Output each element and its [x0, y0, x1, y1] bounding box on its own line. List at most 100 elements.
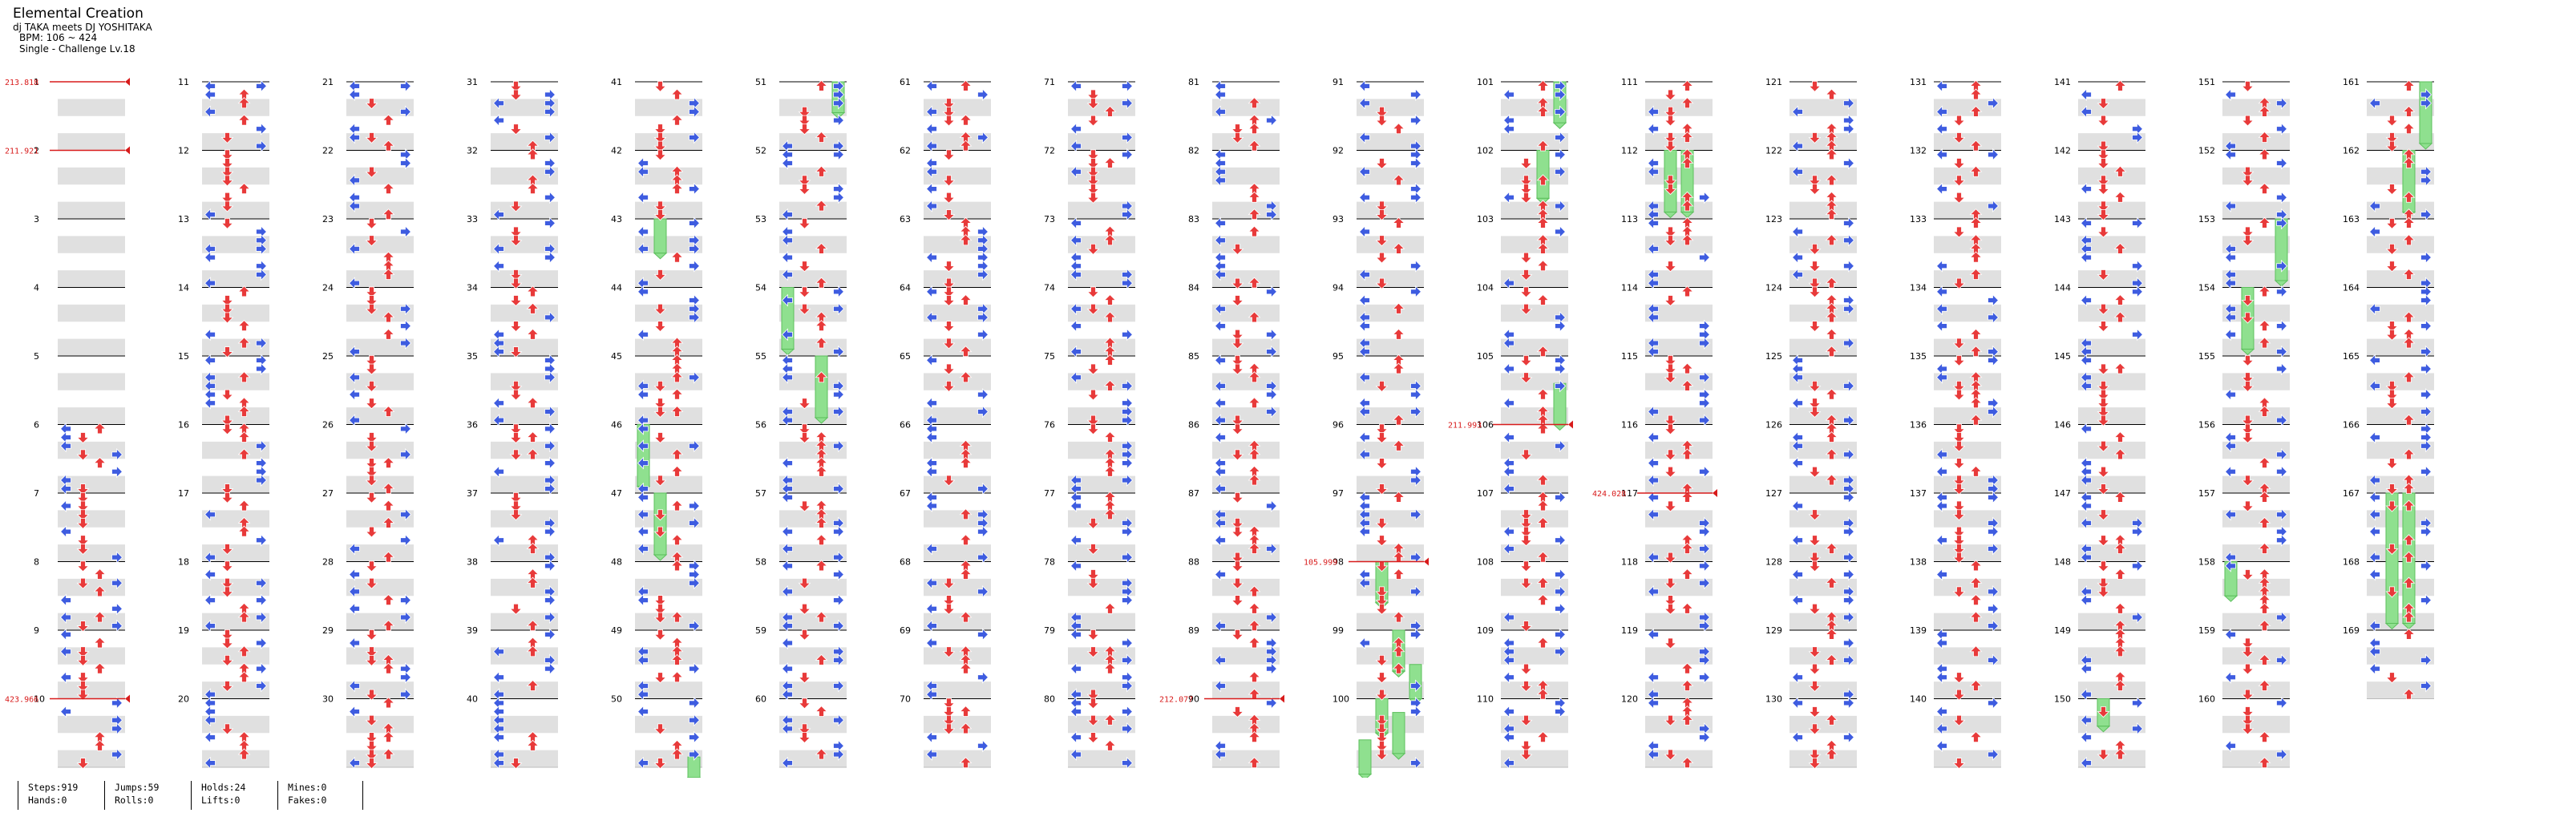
- beat-band: [1789, 715, 1857, 734]
- step-arrow: [2241, 235, 2255, 247]
- hold-tail: [2274, 280, 2289, 287]
- step-arrow: [1664, 423, 1677, 435]
- step-arrow: [653, 381, 667, 392]
- step-arrow: [2224, 508, 2236, 521]
- beat-band: [924, 613, 991, 630]
- step-arrow: [1086, 175, 1100, 187]
- step-arrow: [689, 370, 701, 384]
- step-arrow: [1664, 140, 1677, 152]
- step-arrow: [1825, 208, 1838, 220]
- step-arrow: [2241, 166, 2255, 178]
- beat-band: [2078, 613, 2145, 630]
- step-arrow: [365, 560, 378, 572]
- beat-band: [1645, 338, 1713, 356]
- step-arrow: [1969, 165, 1983, 177]
- step-arrow: [1103, 293, 1117, 305]
- step-arrow: [1375, 200, 1389, 212]
- step-arrow: [2258, 491, 2271, 503]
- step-arrow: [1988, 602, 2000, 616]
- beat-band: [2078, 715, 2145, 734]
- step-arrow: [1122, 96, 1134, 110]
- beat-band: [202, 475, 269, 493]
- step-arrow: [365, 381, 378, 392]
- step-arrow: [1214, 319, 1226, 333]
- step-arrow: [833, 148, 845, 161]
- step-arrow: [689, 439, 701, 453]
- beat-band: [2078, 647, 2145, 665]
- step-arrow: [2402, 499, 2416, 512]
- step-arrow: [1086, 303, 1100, 315]
- step-arrow: [959, 508, 973, 520]
- step-arrow: [111, 722, 123, 735]
- step-arrow: [2385, 261, 2399, 273]
- beat-band: [346, 681, 414, 699]
- beat-band: [202, 133, 269, 151]
- step-arrow: [509, 432, 523, 444]
- step-arrow: [670, 251, 684, 263]
- step-arrow: [382, 140, 395, 152]
- step-arrow: [509, 80, 523, 92]
- step-arrow: [1680, 285, 1694, 297]
- step-arrow: [833, 388, 845, 402]
- step-arrow: [1519, 526, 1533, 538]
- step-arrow: [1375, 483, 1389, 495]
- step-arrow: [798, 398, 811, 410]
- step-arrow: [1555, 225, 1567, 238]
- beat-band: [2222, 544, 2290, 562]
- hold-tail: [2240, 348, 2255, 356]
- step-arrow: [1392, 216, 1405, 229]
- step-arrow: [2080, 499, 2092, 512]
- step-arrow: [1214, 533, 1226, 547]
- step-arrow: [1536, 594, 1550, 605]
- step-arrow: [2420, 345, 2432, 358]
- beat-band: [2222, 715, 2290, 734]
- hold-note: [1358, 739, 1372, 775]
- step-arrow: [1392, 662, 1405, 674]
- step-arrow: [798, 115, 811, 127]
- step-arrow: [76, 655, 90, 666]
- step-arrow: [1519, 577, 1533, 589]
- beat-band: [202, 750, 269, 767]
- step-arrow: [1502, 337, 1514, 350]
- beat-band: [202, 99, 269, 116]
- beat-band: [491, 647, 558, 665]
- beat-band: [2078, 441, 2145, 459]
- beat-band: [1357, 681, 1424, 699]
- step-arrow: [348, 200, 360, 212]
- step-arrow: [653, 321, 667, 333]
- step-arrow: [925, 576, 937, 590]
- step-arrow: [670, 499, 684, 512]
- step-arrow: [2276, 122, 2288, 135]
- beat-band: [202, 201, 269, 219]
- step-arrow: [348, 414, 360, 427]
- beat-band: [1934, 613, 2001, 630]
- beat-band: [1645, 441, 1713, 459]
- step-arrow: [1647, 670, 1659, 684]
- beat-band: [2367, 578, 2434, 597]
- step-arrow: [1664, 132, 1677, 144]
- measure-label: 89: [1188, 625, 1199, 636]
- step-arrow: [204, 619, 216, 633]
- bpm-marker-label: 211.993: [1448, 422, 1482, 431]
- step-arrow: [365, 98, 378, 110]
- beat-band: [2367, 510, 2434, 528]
- beat-band: [2367, 338, 2434, 356]
- step-arrow: [237, 525, 251, 537]
- step-arrow: [1664, 354, 1677, 366]
- step-arrow: [1808, 175, 1822, 187]
- bpm-marker-flag: [125, 146, 130, 155]
- step-arrow: [1214, 233, 1226, 247]
- measure-label: 131: [1910, 77, 1927, 87]
- step-arrow: [1536, 174, 1550, 186]
- step-arrow: [2097, 115, 2110, 127]
- step-arrow: [382, 516, 395, 528]
- step-arrow: [1680, 662, 1694, 674]
- step-arrow: [382, 748, 395, 760]
- step-arrow: [1231, 329, 1244, 341]
- step-arrow: [977, 739, 989, 753]
- beat-band: [779, 133, 847, 151]
- step-arrow: [2258, 320, 2271, 331]
- step-arrow: [977, 88, 989, 101]
- measure-label: 9: [34, 625, 39, 636]
- step-arrow: [1392, 491, 1405, 503]
